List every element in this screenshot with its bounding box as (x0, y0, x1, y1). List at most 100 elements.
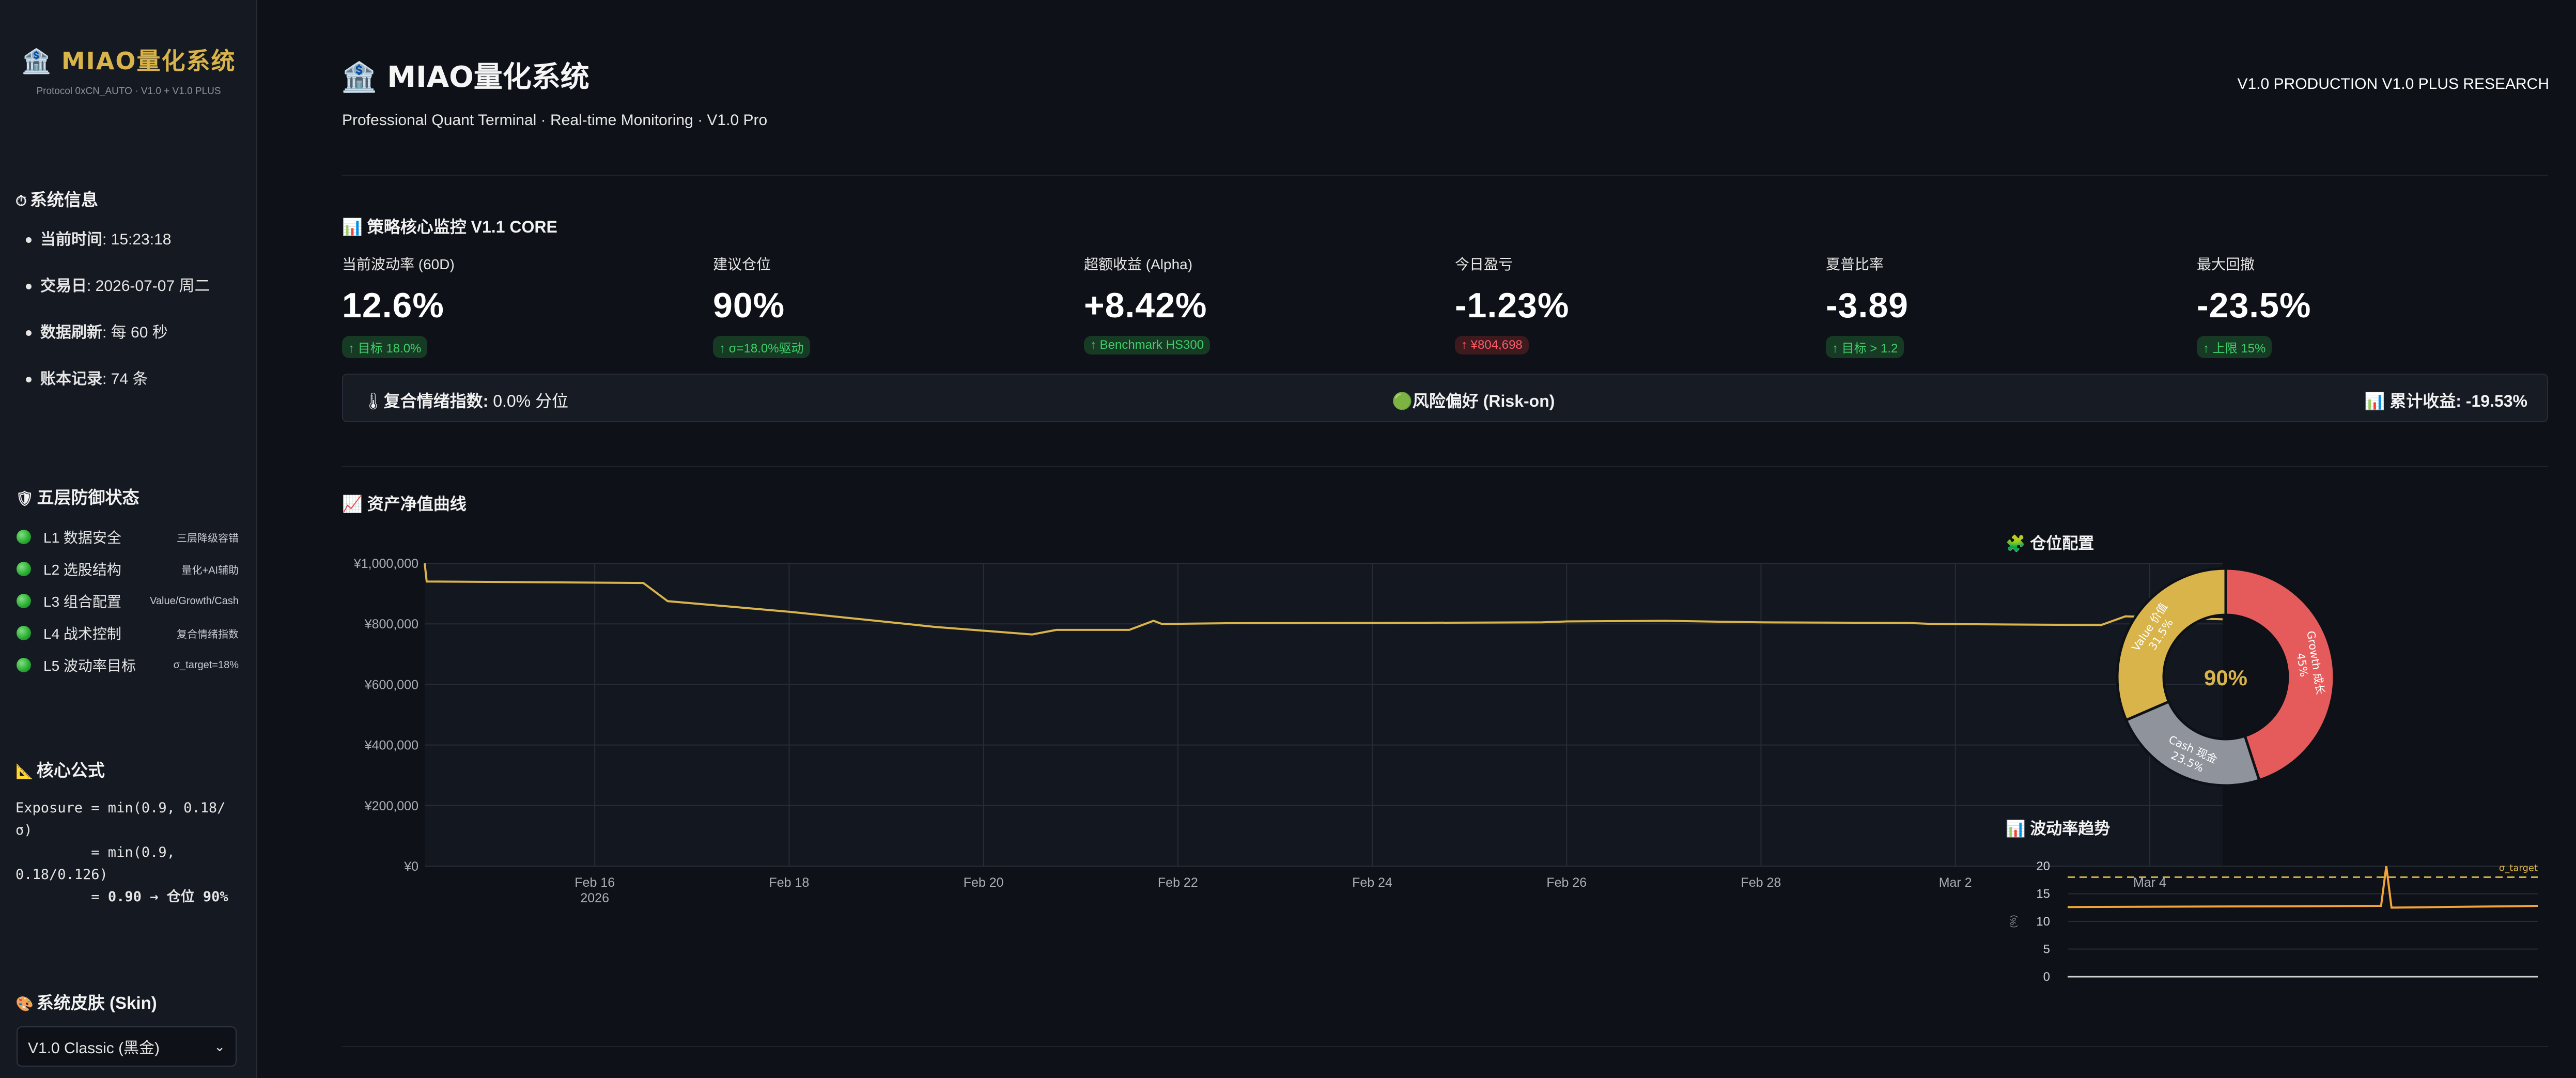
layer-name: L2 选股结构 (43, 562, 121, 578)
metric-daily-pnl: 今日盈亏 -1.23% ↑ ¥804,698 (1455, 253, 1817, 355)
brand-title-text: MIAO量化系统 (61, 47, 236, 75)
metric-max-drawdown: 最大回撤 -23.5% ↑ 上限 15% (2197, 253, 2558, 358)
skin-select[interactable]: V1.0 Classic (黑金) ⌄ (17, 1026, 237, 1067)
nav-chart: ¥0 ¥200,000 ¥400,000 ¥600,000 ¥800,000 ¥1,000… (353, 557, 2223, 905)
x-tick-label: Mar 4 (2133, 875, 2166, 890)
bar-chart-icon: 📊 (2364, 392, 2385, 410)
formula-line: 0.18/0.126) (15, 867, 108, 883)
nav-heading: 📈 资产净值曲线 (342, 491, 467, 515)
skin-heading-text: 系统皮肤 (Skin) (36, 993, 157, 1012)
metric-label: 建议仓位 (713, 256, 771, 272)
y-tick-label: 15 (2036, 887, 2050, 901)
list-item: 当前时间: 15:23:18 (26, 229, 210, 276)
reference-label: σ_target (2499, 863, 2538, 873)
vol-heading-text: 波动率趋势 (2030, 820, 2111, 838)
sidebar-brand: 🏦 MIAO量化系统 Protocol 0xCN_AUTO · V1.0 + V… (0, 42, 257, 97)
layer-name: L3 组合配置 (43, 594, 121, 610)
x-tick-label: Feb 24 (1352, 875, 1392, 890)
system-info-list: 当前时间: 15:23:18 交易日: 2026-07-07 周二 数据刷新: … (26, 229, 210, 415)
bank-icon: 🏦 (21, 47, 52, 75)
metric-delta: ↑ σ=18.0%驱动 (713, 336, 810, 358)
cumulative-return: 📊 累计收益: -19.53% (2365, 388, 2527, 412)
y-tick-label: 5 (2043, 943, 2050, 957)
formula-line: σ) (15, 822, 33, 838)
x-tick-label: 2026 (580, 891, 609, 905)
defense-layer-l2: L2 选股结构 量化+AI辅助 (17, 553, 239, 585)
layer-desc: 复合情绪指数 (177, 628, 239, 640)
nav-series-line (424, 563, 2223, 636)
formula-result: 0.90 → 仓位 90% (107, 889, 228, 905)
metric-delta: ↑ Benchmark HS300 (1084, 336, 1211, 355)
vol-heading: 📊 波动率趋势 (2006, 815, 2110, 839)
y-tick-label: ¥600,000 (364, 677, 418, 692)
layer-desc: 三层降级容错 (177, 532, 239, 544)
bar-chart-icon: 📊 (2006, 820, 2026, 838)
bar-chart-icon: 📊 (342, 218, 363, 236)
metric-value: 90% (713, 286, 785, 325)
y-tick-label: 20 (2036, 859, 2050, 873)
defense-layers: L1 数据安全 三层降级容错 L2 选股结构 量化+AI辅助 L3 组合配置 Valu… (17, 521, 239, 681)
green-status-icon (17, 626, 31, 640)
divider (342, 466, 2548, 467)
skin-heading: 🎨 系统皮肤 (Skin) (15, 989, 157, 1014)
layer-desc: 量化+AI辅助 (181, 564, 239, 576)
page-title-text: MIAO量化系统 (387, 60, 589, 94)
green-status-icon (17, 562, 31, 576)
formula-line: Exposure = min(0.9, 0.18/ (15, 800, 226, 816)
defense-layer-l5: L5 波动率目标 σ_target=18% (17, 649, 239, 681)
x-tick-label: Feb 16 (575, 875, 615, 890)
y-tick-label: 0 (2043, 970, 2050, 984)
metric-label: 当前波动率 (60D) (342, 256, 455, 272)
metric-value: -1.23% (1455, 286, 1570, 325)
system-info-heading: ⏱ 系统信息 (15, 186, 98, 211)
info-key: 当前时间 (40, 231, 102, 248)
defense-layer-l4: L4 战术控制 复合情绪指数 (17, 617, 239, 649)
metric-delta: ↑ 上限 15% (2197, 336, 2272, 358)
metric-sharpe: 夏普比率 -3.89 ↑ 目标 > 1.2 (1826, 253, 2187, 358)
green-status-icon (17, 658, 31, 672)
formula-heading: 📐 核心公式 (15, 757, 105, 781)
line-chart-icon: 📈 (342, 495, 363, 513)
x-tick-label: Feb 22 (1158, 875, 1198, 890)
allocation-heading-text: 仓位配置 (2030, 534, 2094, 552)
defense-heading-text: 五层防御状态 (37, 488, 139, 507)
pie-slice (2224, 567, 2336, 782)
x-tick-label: Feb 26 (1546, 875, 1587, 890)
x-tick-label: Feb 20 (964, 875, 1004, 890)
y-tick-label: ¥1,000,000 (353, 557, 418, 571)
chevron-down-icon[interactable]: ⌄ (214, 1038, 225, 1054)
sentiment-value: 0.0% 分位 (488, 392, 569, 410)
x-tick-label: Feb 18 (769, 875, 809, 890)
brand-subtitle: Protocol 0xCN_AUTO · V1.0 + V1.0 PLUS (36, 86, 221, 97)
green-circle-icon: 🟢 (1392, 392, 1413, 410)
bank-icon: 🏦 (341, 60, 377, 94)
main-content: 🏦 MIAO量化系统 Professional Quant Terminal ·… (257, 0, 2576, 1078)
pie-slice (2124, 700, 2261, 787)
formula-heading-text: 核心公式 (36, 761, 105, 780)
system-info-heading-text: 系统信息 (29, 190, 98, 209)
metric-value: -3.89 (1826, 286, 1908, 325)
defense-layer-l1: L1 数据安全 三层降级容错 (17, 521, 239, 553)
metric-position: 建议仓位 90% ↑ σ=18.0%驱动 (713, 253, 1075, 358)
list-item: 数据刷新: 每 60 秒 (26, 322, 210, 369)
stopwatch-icon: ⏱ (15, 193, 27, 209)
page-title: 🏦 MIAO量化系统 (341, 54, 589, 96)
plot-area (425, 563, 2223, 866)
volatility-series-line (2067, 866, 2538, 909)
formula-line: = min(0.9, (15, 844, 175, 860)
list-item: 交易日: 2026-07-07 周二 (26, 276, 210, 322)
defense-layer-l3: L3 组合配置 Value/Growth/Cash (17, 585, 239, 617)
info-value: : 74 条 (102, 371, 148, 388)
y-tick-label: ¥400,000 (364, 738, 418, 753)
formula-block: Exposure = min(0.9, 0.18/σ) = min(0.9, 0.… (15, 797, 243, 908)
nav-heading-text: 资产净值曲线 (367, 495, 467, 513)
triangle-ruler-icon: 📐 (15, 763, 34, 779)
volatility-chart: 0 5 10 15 20 (%) σ_target (2009, 859, 2538, 984)
info-key: 账本记录 (40, 371, 102, 388)
y-axis-label: (%) (2009, 915, 2018, 928)
x-tick-label: Feb 28 (1741, 875, 1781, 890)
info-value: : 2026-07-07 周二 (87, 278, 210, 295)
puzzle-icon: 🧩 (2006, 534, 2026, 552)
x-tick-label: Mar 2 (1939, 875, 1972, 890)
